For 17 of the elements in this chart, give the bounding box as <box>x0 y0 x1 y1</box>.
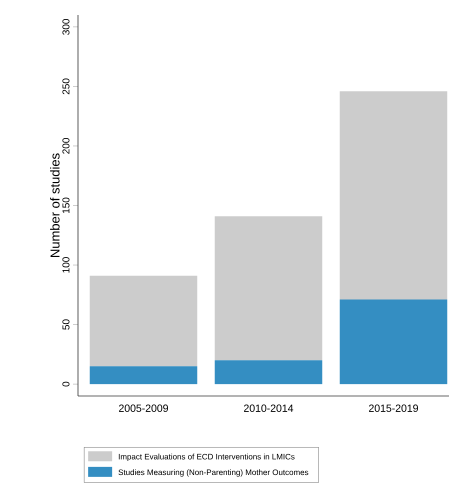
y-tick-label: 150 <box>62 198 70 214</box>
bar <box>214 216 322 360</box>
y-tick-label: 0 <box>62 382 70 386</box>
x-tick-label: 2015-2019 <box>368 404 418 412</box>
bar <box>340 91 448 300</box>
y-tick-label: 50 <box>62 319 70 330</box>
y-tick-label: 300 <box>62 18 70 35</box>
y-tick-label: 200 <box>62 138 70 154</box>
bar <box>214 360 322 384</box>
y-tick-label: 100 <box>62 257 70 273</box>
x-tick-label: 2010-2014 <box>244 404 293 412</box>
x-tick-label: 2005-2009 <box>118 404 168 412</box>
y-tick-label: 250 <box>62 78 70 94</box>
bar <box>90 276 198 366</box>
bar <box>90 366 198 384</box>
y-axis-title: Number of studies <box>50 153 60 257</box>
bar <box>340 300 448 384</box>
